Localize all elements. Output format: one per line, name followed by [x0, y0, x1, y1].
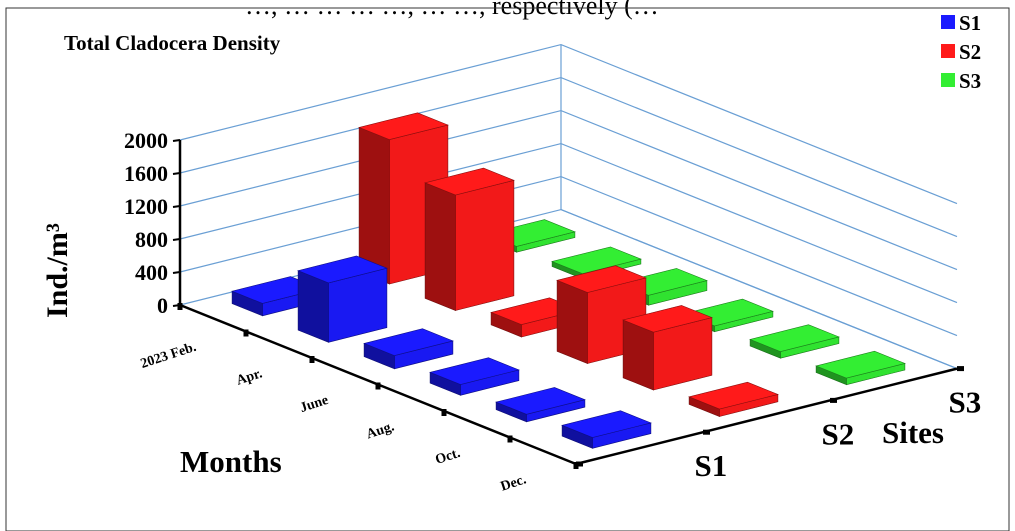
y-tick-mark	[172, 238, 181, 241]
y-axis-label: Ind./m³	[41, 223, 74, 318]
z-axis-line	[575, 367, 958, 466]
bar-s3-4	[749, 324, 840, 359]
x-tick-label: Oct.	[434, 446, 463, 468]
y-tick-label: 1600	[124, 161, 168, 186]
z-tick-label: S2	[822, 416, 855, 451]
y-tick-label: 2000	[124, 128, 168, 153]
bar-s1-2	[363, 328, 454, 370]
x-tick-mark	[507, 435, 513, 443]
x-tick-mark	[309, 356, 315, 363]
top-caption: …, … … … …, … …, respectively (…	[245, 0, 659, 20]
x-tick-label: Dec.	[499, 472, 528, 494]
z-tick-label: S1	[695, 448, 728, 483]
x-axis-label: Months	[180, 444, 282, 479]
x-tick-mark	[243, 329, 249, 337]
chart-title: Total Cladocera Density	[64, 31, 281, 55]
bar-s2-1	[424, 167, 515, 311]
bars	[231, 112, 906, 449]
legend-label-s2: S2	[959, 40, 981, 64]
x-tick-label: 2023 Feb.	[139, 340, 198, 372]
y-tick-label: 800	[135, 227, 168, 252]
y-tick-mark	[172, 271, 181, 274]
legend-swatch-s1	[941, 15, 955, 29]
legend-label-s3: S3	[959, 69, 981, 93]
y-tick-label: 400	[135, 260, 168, 285]
bar-s1-1	[297, 255, 388, 343]
x-tick-label: Aug.	[365, 419, 397, 442]
x-tick-label: June	[298, 393, 330, 416]
bar-s1-5	[561, 410, 652, 449]
legend-label-s1: S1	[959, 11, 981, 35]
bar-s1-3	[429, 357, 520, 396]
grid-floor-line	[560, 209, 958, 370]
x-tick-mark	[177, 303, 183, 310]
z-tick-label: S3	[949, 385, 982, 420]
z-axis-label: Sites	[882, 415, 944, 450]
bar-s2-4	[622, 305, 713, 391]
bar-s3-5	[815, 350, 906, 386]
x-tick-label: Apr.	[235, 366, 265, 388]
x-tick-mark	[441, 409, 447, 416]
y-tick-mark	[172, 139, 181, 142]
z-tick-mark	[703, 429, 710, 435]
y-tick-label: 1200	[124, 194, 168, 219]
x-tick-mark	[375, 382, 381, 390]
legend-swatch-s3	[941, 73, 955, 87]
z-tick-mark	[576, 461, 583, 467]
axes	[172, 139, 964, 469]
legend: S1 S2 S3	[941, 11, 981, 93]
y-tick-mark	[172, 172, 181, 175]
z-tick-mark	[957, 366, 964, 372]
z-tick-mark	[830, 397, 837, 403]
y-tick-label: 0	[157, 293, 168, 318]
legend-swatch-s2	[941, 44, 955, 58]
y-tick-mark	[172, 205, 181, 208]
chart-border	[5, 7, 1010, 531]
bar-s1-4	[495, 387, 586, 423]
bar-s2-5	[688, 381, 779, 417]
tick-labels: 0 400 800 1200 1600 2000 2023 Feb. Apr. June Aug.…	[124, 128, 981, 495]
